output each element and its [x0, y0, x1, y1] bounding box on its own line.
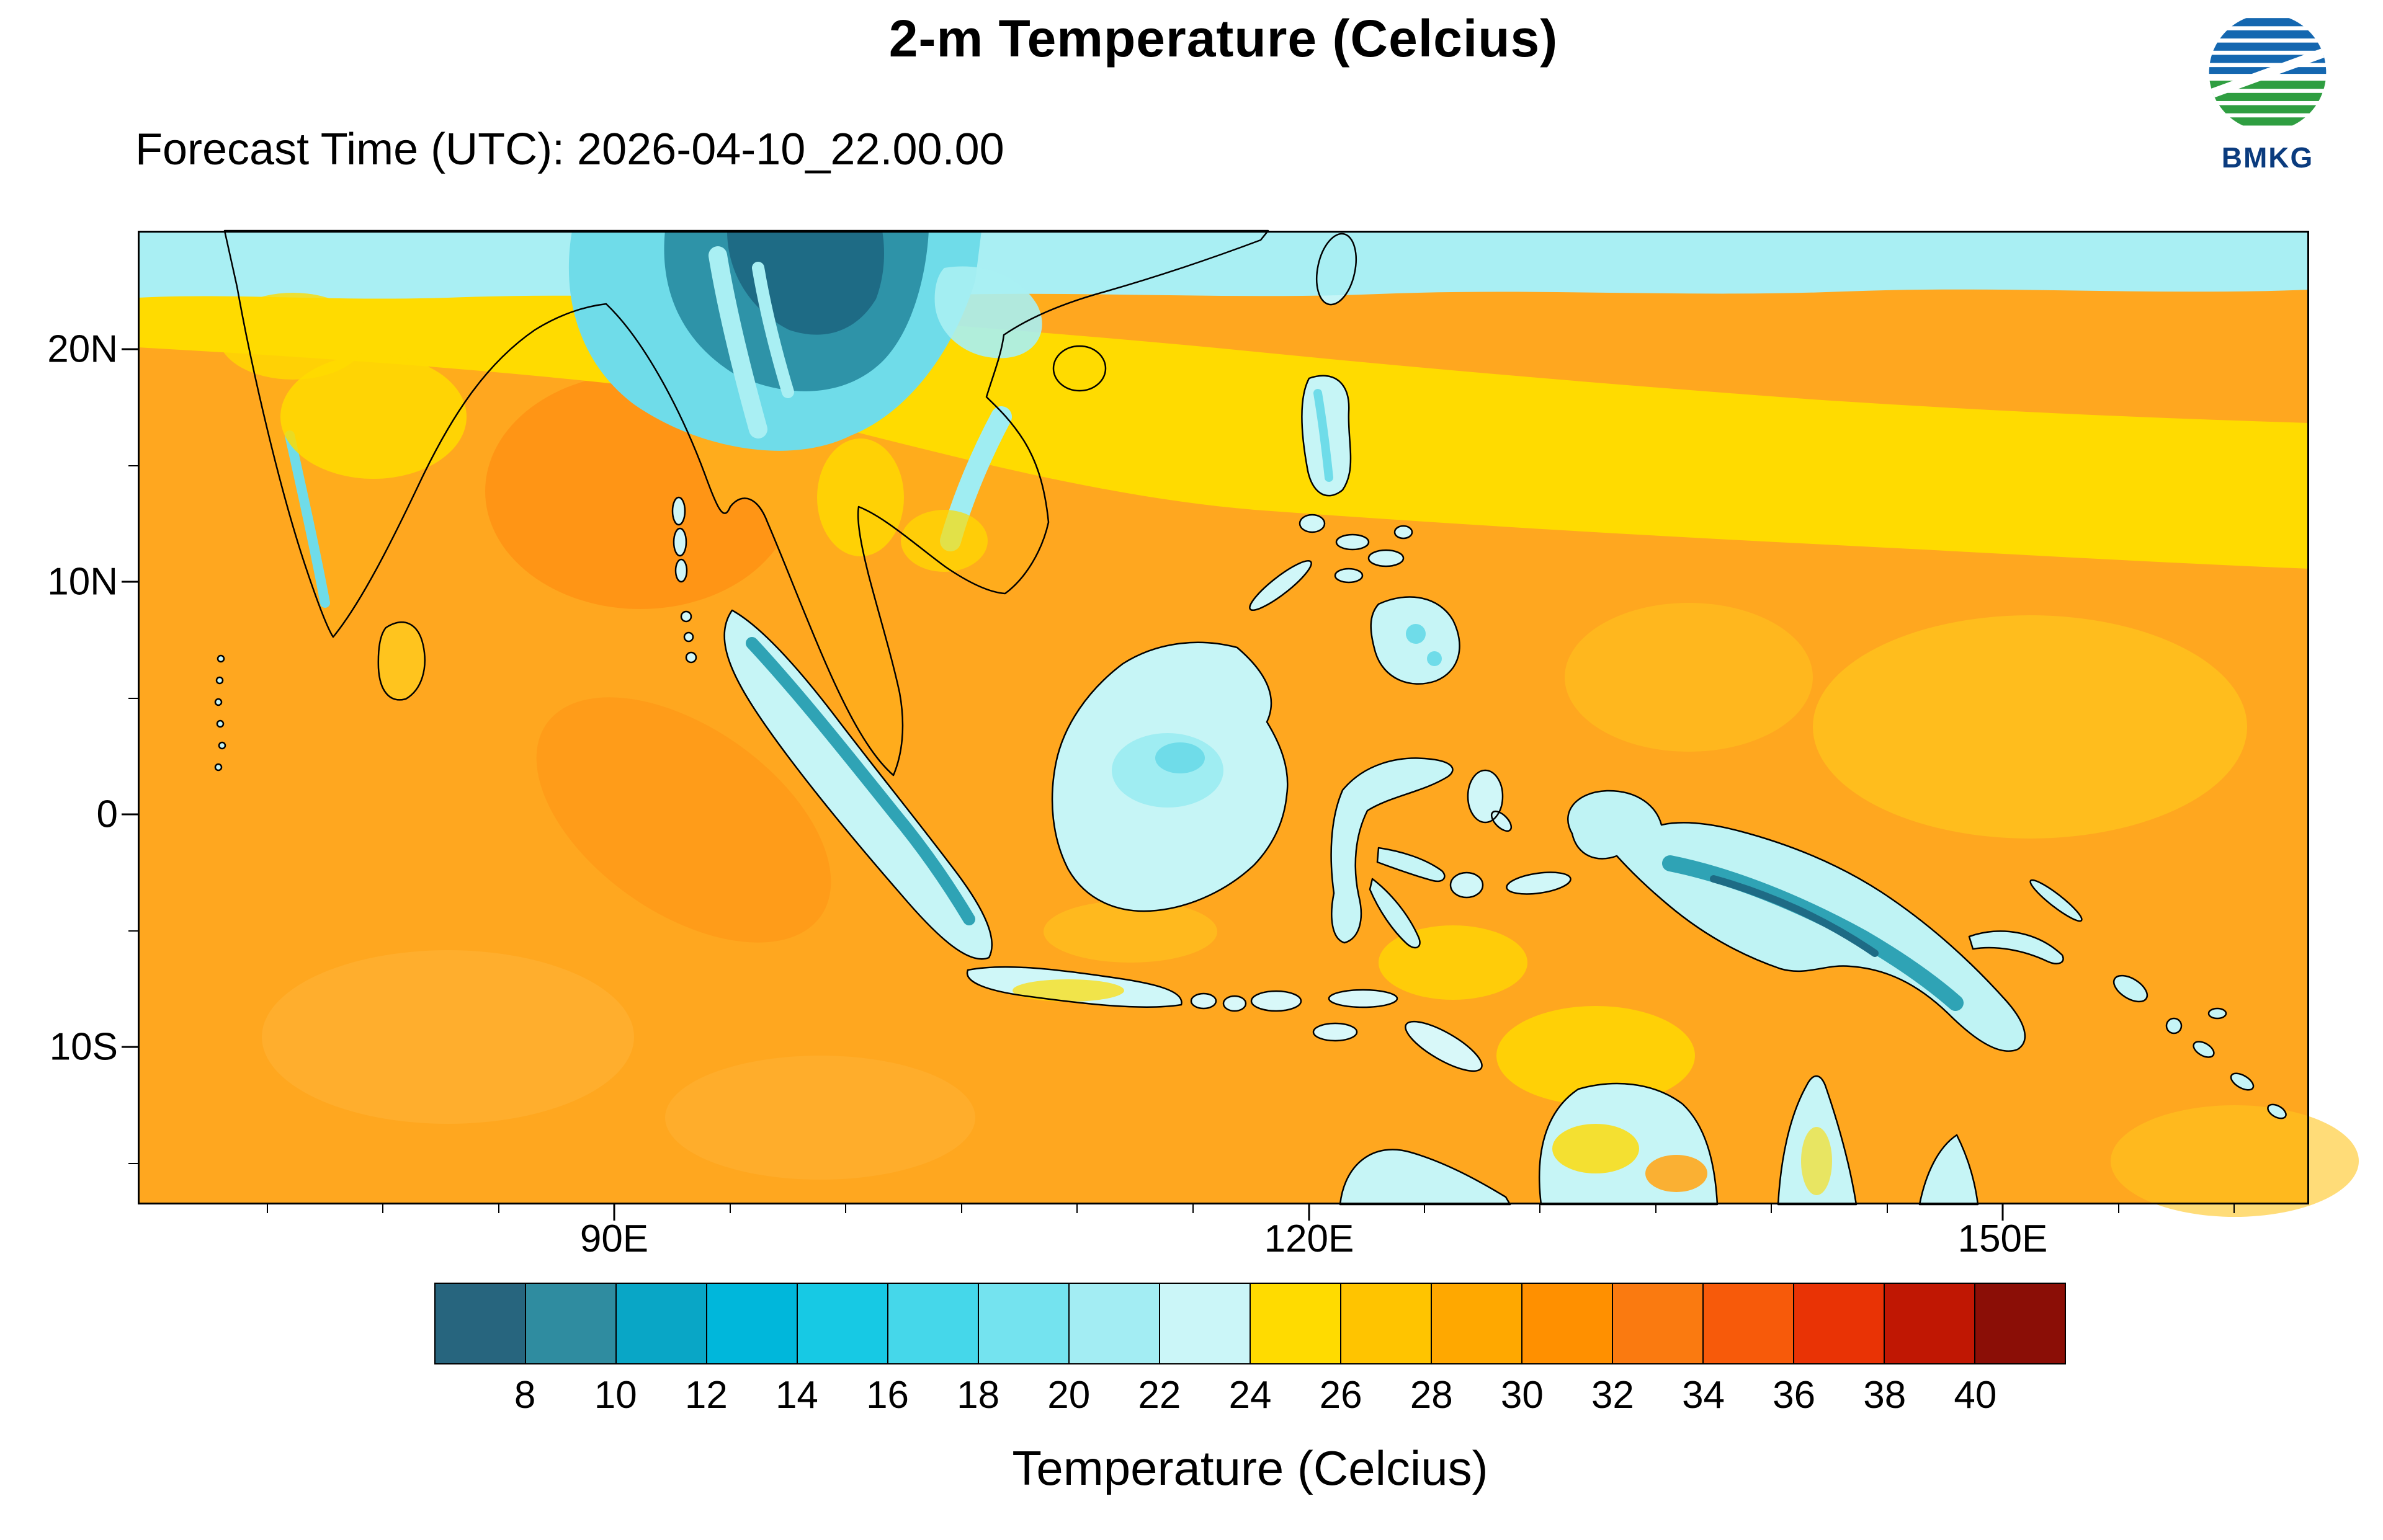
colorbar-tick-label: 30 — [1500, 1374, 1544, 1417]
x-axis-label: 150E — [1957, 1217, 2048, 1260]
bmkg-logo-text: BMKG — [2221, 141, 2314, 174]
colorbar-box — [887, 1283, 979, 1364]
colorbar-box — [1974, 1283, 2066, 1364]
colorbar-box — [1884, 1283, 1975, 1364]
colorbar-box — [1612, 1283, 1704, 1364]
map-area — [122, 229, 2359, 1221]
colorbar-tick-label: 34 — [1682, 1374, 1725, 1417]
y-axis-label: 20N — [47, 327, 118, 371]
colorbar-box — [706, 1283, 798, 1364]
x-axis-label: 120E — [1264, 1217, 1354, 1260]
colorbar-ticks: 8 10 12 14 16 18 20 22 24 26 28 30 32 34 36 38 40 — [434, 1373, 2066, 1423]
forecast-time-label: Forecast Time (UTC): 2026-04-10_22.00.00 — [135, 125, 1004, 174]
colorbar-tick-label: 24 — [1228, 1374, 1272, 1417]
y-axis-label: 10N — [47, 560, 118, 603]
colorbar-box — [978, 1283, 1070, 1364]
colorbar-tick-label: 12 — [684, 1374, 728, 1417]
chart-title: 2-m Temperature (Celcius) — [888, 9, 1558, 68]
colorbar-tick-label: 32 — [1591, 1374, 1634, 1417]
colorbar-box — [1068, 1283, 1160, 1364]
temperature-map — [122, 229, 2359, 1221]
axis-ticks — [122, 348, 2235, 1221]
colorbar-tick-label: 38 — [1863, 1374, 1907, 1417]
colorbar-box — [1431, 1283, 1522, 1364]
colorbar-tick-label: 8 — [514, 1374, 536, 1417]
colorbar-tick-label: 36 — [1773, 1374, 1816, 1417]
colorbar-box — [1159, 1283, 1251, 1364]
x-axis-label: 90E — [579, 1217, 649, 1260]
colorbar-box — [1340, 1283, 1432, 1364]
temperature-overlays — [138, 231, 2309, 608]
colorbar-boxes — [434, 1283, 2066, 1364]
map-frame — [138, 231, 2309, 1204]
y-axis-label: 10S — [49, 1025, 118, 1069]
colorbar-tick-label: 20 — [1047, 1374, 1091, 1417]
colorbar-box — [1521, 1283, 1613, 1364]
colorbar-tick-label: 16 — [866, 1374, 910, 1417]
colorbar-box — [1250, 1283, 1341, 1364]
colorbar-tick-label: 10 — [594, 1374, 637, 1417]
colorbar-box — [434, 1283, 526, 1364]
y-axis-label: 0 — [96, 793, 118, 836]
colorbar-tick-label: 26 — [1319, 1374, 1362, 1417]
colorbar-tick-label: 14 — [775, 1374, 818, 1417]
colorbar-tick-label: 18 — [957, 1374, 1000, 1417]
bmkg-logo-icon — [2199, 14, 2336, 139]
colorbar-box — [1793, 1283, 1885, 1364]
colorbar-box — [525, 1283, 617, 1364]
x-axis: 90E 120E 150E — [138, 1217, 2309, 1266]
bmkg-logo: BMKG — [2193, 10, 2342, 174]
colorbar-box — [615, 1283, 707, 1364]
colorbar-tick-label: 28 — [1410, 1374, 1453, 1417]
colorbar-box — [1702, 1283, 1794, 1364]
island-details — [746, 389, 1964, 1195]
colorbar-box — [797, 1283, 888, 1364]
ocean-fill — [138, 231, 2359, 1217]
colorbar-tick-label: 40 — [1954, 1374, 1997, 1417]
colorbar-tick-label: 22 — [1138, 1374, 1181, 1417]
colorbar-label: Temperature (Celcius) — [1012, 1441, 1488, 1495]
y-axis: 20N 10N 0 10S — [0, 231, 128, 1204]
